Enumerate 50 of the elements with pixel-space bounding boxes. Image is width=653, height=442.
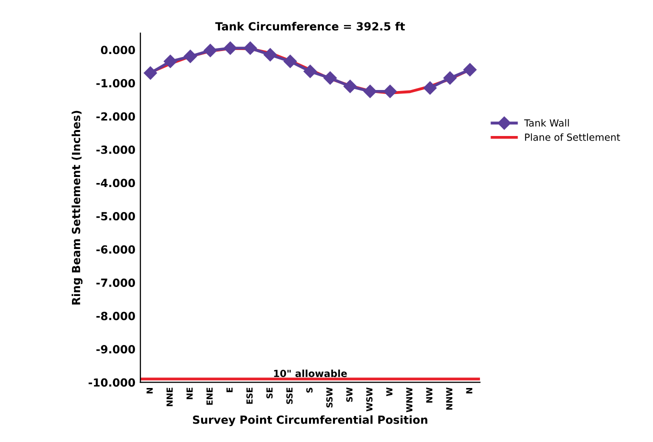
y-tick-label: -8.000 [96, 312, 136, 320]
y-tick-label: -5.000 [96, 212, 136, 220]
x-tick-label: SSW [326, 387, 333, 408]
point [383, 84, 397, 98]
point [324, 71, 337, 85]
x-tick-label: NW [426, 387, 432, 403]
point [264, 48, 277, 62]
y-tick-label: -9.000 [96, 345, 136, 354]
x-tick-label: SSE [286, 388, 293, 404]
point [423, 81, 437, 95]
point [364, 84, 377, 98]
x-tick-label: S [306, 388, 313, 393]
x-axis-title: Survey Point Circumferential Position [193, 415, 428, 426]
ref-line-label: 10" allowable [274, 370, 347, 378]
point [244, 42, 257, 55]
y-tick-label: -7.000 [96, 278, 136, 287]
point [304, 64, 317, 78]
point [344, 80, 357, 93]
x-tick-label: NNW [446, 387, 452, 410]
point [224, 42, 237, 55]
y-tick-label: -3.000 [96, 146, 136, 154]
x-tick-label: E [226, 388, 233, 392]
chart-title: Tank Circumference = 392.5 ft [215, 22, 405, 31]
x-tick-label: SW [346, 387, 353, 402]
y-axis-title: Ring Beam Settlement (Inches) [72, 110, 82, 305]
x-tick-label: WNW [406, 387, 412, 412]
x-tick-label: ESE [246, 388, 253, 404]
point [164, 54, 177, 68]
point [284, 54, 297, 68]
point [443, 71, 457, 85]
x-tick-label: NE [186, 388, 193, 400]
y-tick-label: -1.000 [96, 79, 136, 88]
x-tick-label: SE [266, 388, 273, 398]
point [144, 66, 157, 80]
legend-label: Tank Wall [524, 119, 569, 127]
y-tick-label: -6.000 [96, 245, 136, 254]
point [204, 44, 217, 58]
x-tick-label: WSW [366, 387, 373, 412]
x-tick-label: NNE [166, 388, 173, 406]
y-tick-label: -4.000 [96, 178, 136, 188]
y-tick-label: -2.000 [96, 112, 136, 121]
x-tick-label: ENE [206, 388, 213, 405]
x-tick-label: N [146, 388, 153, 394]
legend-label: Plane of Settlement [525, 133, 620, 141]
point [184, 50, 197, 64]
y-tick-label: -10.000 [88, 378, 136, 387]
x-tick-label: W [386, 387, 392, 396]
y-tick-label: 0.000 [100, 46, 136, 54]
point [463, 63, 477, 76]
x-tick-label: N [466, 388, 472, 394]
